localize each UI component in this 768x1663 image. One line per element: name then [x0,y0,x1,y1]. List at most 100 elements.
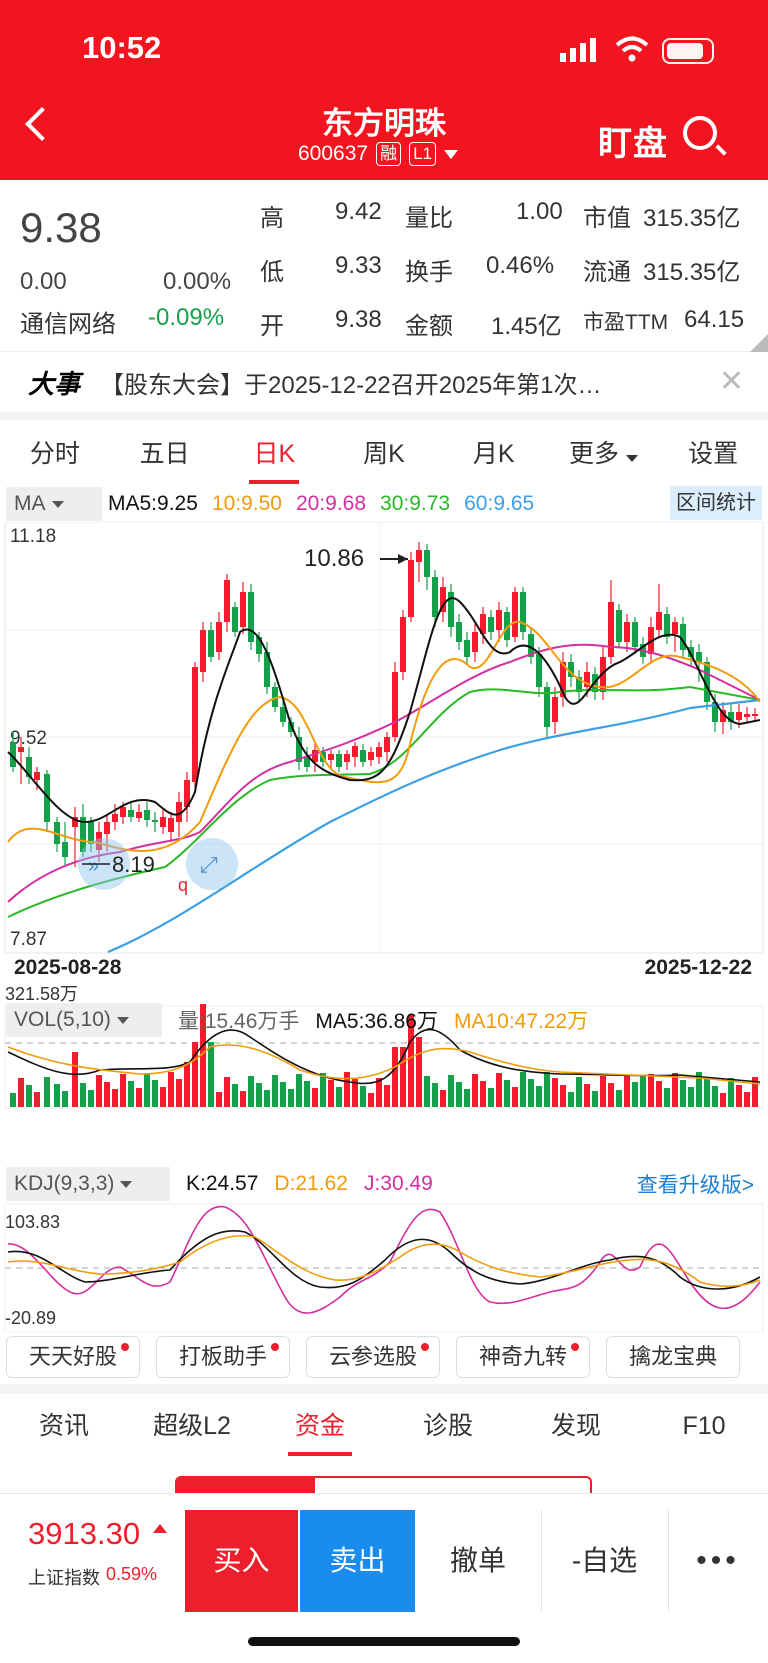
tab-settings[interactable]: 设置 [688,440,739,468]
upgrade-link[interactable]: 查看升级版> [636,1174,754,1197]
volume-bar [464,1089,470,1107]
volume-bar [536,1086,542,1107]
candle-body [384,737,390,752]
kdj-j: J:30.49 [363,1172,433,1195]
watch-button[interactable]: 盯盘 [598,125,668,163]
news-banner[interactable]: 大事 【股东大会】于2025-12-22召开2025年第1次… ✕ [0,352,768,420]
candle-body [264,652,270,687]
candle-body [712,702,718,722]
candle-body [496,610,502,630]
kline-chart-area[interactable]: 11.18 9.52 7.87 10.86 » ⤢ 8.19 q 321.58万… [0,522,768,1332]
volume-bar [232,1084,238,1107]
candle-body [664,614,670,637]
indicator-selector[interactable]: MA [6,487,102,521]
vol-ratio-value: 1.00 [516,198,563,225]
capital-subtab-active [177,1478,315,1496]
low-label: 低 [260,259,284,286]
high-marker: 10.86 [304,545,364,572]
more-button[interactable]: ••• [696,1544,740,1577]
candle-body [696,652,702,662]
volume-bar [34,1092,40,1107]
current-price: 9.38 [20,204,102,251]
tab-super-l2[interactable]: 超级L2 [153,1412,231,1440]
candle-body [240,592,246,627]
sector-name[interactable]: 通信网络 [20,311,116,338]
candle-body [200,630,206,672]
divider [0,1384,768,1394]
vol-indicator-label: VOL(5,10) [14,1008,111,1031]
search-icon[interactable] [683,116,717,150]
home-indicator [248,1637,520,1646]
candle-body [224,580,230,622]
candle-body [88,822,94,844]
tab-intraday[interactable]: 分时 [29,440,80,468]
candle-body [624,622,630,642]
candle-body [272,687,278,707]
tool-label: 云参选股 [329,1344,418,1369]
volume-bar [704,1079,710,1107]
float-value: 315.35亿 [643,259,741,286]
volume-bar [592,1091,598,1107]
candle-body [704,662,710,702]
tool-stock-picker[interactable]: 云参选股 [306,1336,441,1378]
kdj-indicator-selector[interactable]: KDJ(9,3,3) [6,1167,170,1201]
volume-bar [152,1080,158,1107]
tab-monthly-k[interactable]: 月K [472,440,515,468]
tab-news[interactable]: 资讯 [38,1412,89,1440]
index-value[interactable]: 3913.30 [28,1516,141,1551]
kdj-d-line [7,1234,761,1288]
trade-footer: 3913.30 上证指数 0.59% 买入 卖出 撤单 -自选 ••• [0,1493,768,1663]
tool-limit-up-helper[interactable]: 打板助手 [156,1336,291,1378]
tab-diagnosis[interactable]: 诊股 [422,1412,473,1440]
buy-button[interactable]: 买入 [185,1510,298,1612]
volume-bar [248,1076,254,1107]
tab-f10[interactable]: F10 [682,1412,726,1440]
candle-body [34,772,40,780]
tab-capital[interactable]: 资金 [256,1396,384,1456]
stock-code: 600637 [298,142,369,165]
zoom-handle[interactable] [186,838,238,890]
candle-body [192,667,198,782]
volume-bar [688,1087,694,1107]
ma5-line [7,597,761,824]
candle-body [680,624,686,650]
close-icon[interactable]: ✕ [718,365,744,398]
volume-bar [400,1047,406,1107]
ma10-line [7,620,761,852]
turnover-label: 换手 [405,259,453,286]
candle-body [44,774,50,822]
tab-discover[interactable]: 发现 [550,1412,601,1440]
ma5-value: MA5:9.25 [108,492,198,515]
volume-bar [504,1080,510,1107]
sell-button[interactable]: 卖出 [300,1510,415,1612]
remove-favorite-button[interactable]: -自选 [571,1545,638,1576]
stock-code-row[interactable]: 600637 融 L1 [298,142,458,166]
candle-body [96,832,102,850]
tab-weekly-k[interactable]: 周K [363,440,405,468]
volume-bar [752,1077,758,1107]
candle-body [26,757,32,777]
vol-indicator-selector[interactable]: VOL(5,10) [6,1003,162,1037]
volume-bar [216,1092,222,1107]
tool-dragon-guide[interactable]: 擒龙宝典 [606,1336,741,1378]
vol-ratio-label: 量比 [405,205,453,232]
candle-body [18,747,24,752]
tab-five-day[interactable]: 五日 [139,440,190,468]
ma60-line [107,698,761,954]
indicator-label: MA [14,492,46,515]
volume-bar [368,1093,374,1107]
chevron-down-icon [120,1180,133,1188]
candle-body [488,617,494,632]
candle-body [752,714,758,716]
cancel-order-button[interactable]: 撤单 [449,1545,506,1576]
tab-daily-k[interactable]: 日K [219,424,329,484]
volume-bar [88,1090,94,1107]
interval-stats-button[interactable]: 区间统计 [670,486,762,520]
volume-bar [632,1082,638,1107]
expand-corner-icon[interactable] [748,334,768,352]
tab-more[interactable]: 更多 [549,424,659,484]
tool-daily-pick[interactable]: 天天好股 [6,1336,141,1378]
volume-bar [344,1072,350,1107]
volume-bars [10,1004,758,1107]
tool-magic-nine[interactable]: 神奇九转 [456,1336,591,1378]
